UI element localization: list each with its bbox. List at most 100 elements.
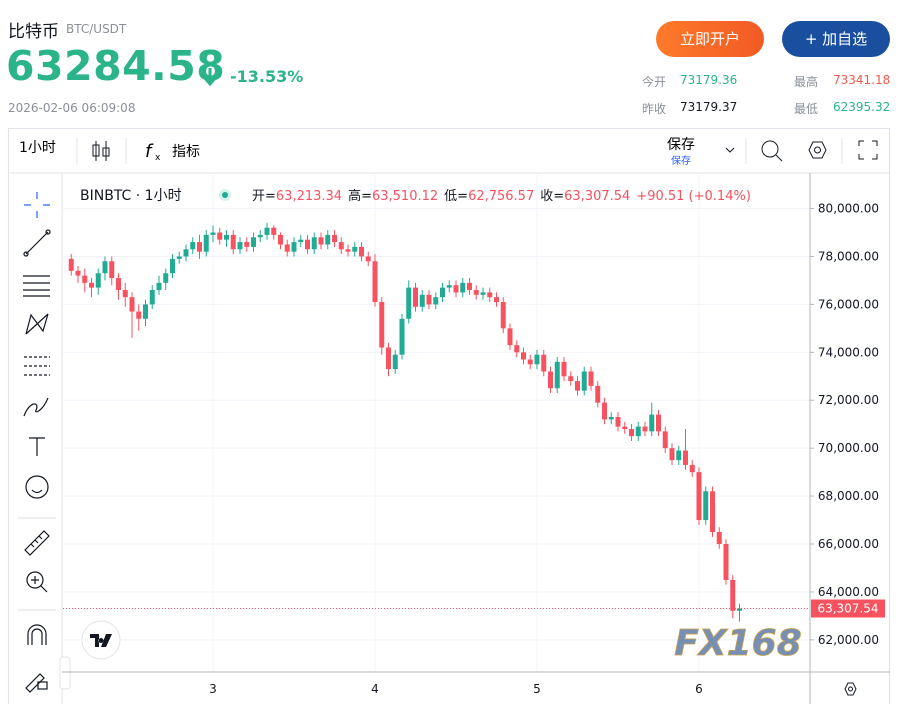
measure-tool[interactable] [24, 530, 50, 556]
text-tool[interactable] [29, 437, 45, 456]
watermark: FX168 [674, 623, 802, 664]
candle-body [568, 376, 574, 382]
axis-settings-icon [848, 686, 853, 692]
candle-body [595, 385, 601, 403]
candle-body [379, 301, 385, 348]
alert-icon[interactable] [761, 140, 783, 162]
pattern-tool[interactable] [25, 313, 49, 335]
candle-body [156, 282, 162, 291]
candle-body [581, 371, 587, 391]
y-tick-label: 66,000.00 [818, 537, 879, 551]
interval[interactable]: 1小时 [19, 140, 56, 156]
candle-body [352, 246, 358, 252]
candle-body [561, 361, 567, 377]
candle-body [622, 426, 628, 429]
prediction-tool[interactable] [24, 356, 50, 376]
candle-body [95, 273, 101, 288]
candle-body [230, 234, 236, 250]
stat-label: 昨收 [642, 102, 667, 116]
candle-body [548, 371, 553, 389]
legend-value: +90.51 (+0.14%) [636, 189, 751, 204]
y-tick-label: 70,000.00 [818, 441, 879, 455]
y-tick-label: 62,000.00 [818, 633, 879, 647]
coin-name: 比特币 [8, 22, 59, 42]
candle-body [554, 361, 560, 389]
magnet-tool[interactable] [27, 624, 47, 645]
lock-tool[interactable] [25, 673, 45, 693]
candle-body [723, 544, 729, 580]
x-tick-label: 3 [209, 682, 217, 696]
brush-tool[interactable] [23, 397, 49, 417]
candle-body [183, 249, 189, 257]
trendline-tool[interactable] [25, 231, 49, 255]
candle-body [575, 381, 580, 391]
zoom-tool[interactable] [26, 571, 44, 589]
candle-body [210, 232, 216, 235]
dropdown-icon[interactable] [725, 147, 735, 153]
candle-body [710, 491, 715, 533]
candle-body [244, 242, 250, 247]
stat-label: 最低 [794, 102, 819, 116]
y-tick-label: 72,000.00 [818, 393, 879, 407]
symbol: BTC/USDT [66, 22, 127, 36]
candle-body [109, 261, 115, 279]
chart-title: BINBTC · 1小时 [80, 188, 182, 204]
chart-container [8, 128, 890, 704]
candle-body [372, 261, 378, 302]
stat-label: 今开 [642, 75, 667, 89]
candle-body [89, 282, 94, 288]
collapse-toggle[interactable] [59, 656, 71, 690]
candle-body [264, 227, 270, 235]
candle-body [224, 234, 229, 240]
candle-body [487, 292, 493, 298]
candle-body [251, 237, 256, 247]
candle-body [453, 285, 459, 293]
candle-body [217, 232, 223, 240]
candle-body [440, 287, 445, 298]
stat-label: 最高 [794, 75, 819, 89]
candle-body [500, 301, 506, 329]
candle-body [669, 448, 675, 461]
candle-body [656, 414, 661, 432]
candle-body [689, 464, 695, 473]
candle-body [237, 242, 243, 250]
watchlist-button[interactable]: + 加自选 [782, 21, 890, 57]
indicator-icon[interactable]: f [145, 141, 154, 162]
settings-icon[interactable] [808, 141, 827, 159]
candle-body [170, 258, 175, 274]
candle-body [514, 345, 520, 353]
crosshair-tool[interactable] [24, 192, 50, 218]
candle-body [345, 249, 351, 252]
tv-logo [90, 634, 112, 647]
x-tick-label: 6 [695, 682, 703, 696]
axis-settings-icon[interactable] [844, 682, 857, 696]
legend-value: 63,213.34 [276, 189, 342, 204]
candle-body [629, 428, 634, 437]
candle-body [588, 371, 594, 386]
candle-body [386, 347, 391, 370]
datetime: 2026-02-06 06:09:08 [8, 101, 136, 115]
candle-body [730, 579, 736, 611]
candle-body [365, 256, 371, 262]
emoji-tool[interactable] [25, 475, 49, 499]
candle-type-icon[interactable] [92, 141, 110, 161]
save[interactable]: 保存 [667, 137, 695, 153]
candle-body [521, 352, 526, 360]
candle-body [68, 258, 74, 271]
legend-label: 收= [540, 189, 564, 204]
fib-tool[interactable] [23, 275, 50, 297]
legend-label: 低= [444, 189, 468, 204]
stat-value: 73179.36 [680, 73, 738, 87]
candle-body [399, 318, 405, 355]
fullscreen-icon[interactable] [858, 140, 878, 160]
legend-label: 高= [348, 188, 372, 204]
candle-body [129, 297, 135, 312]
candle-body [163, 273, 169, 283]
candle-body [413, 287, 418, 307]
indicators[interactable]: 指标 [172, 144, 200, 160]
open-account-button[interactable]: 立即开户 [656, 21, 764, 57]
candle-body [203, 234, 209, 252]
candle-body [473, 290, 479, 295]
legend-value: 63,510.12 [372, 189, 438, 204]
